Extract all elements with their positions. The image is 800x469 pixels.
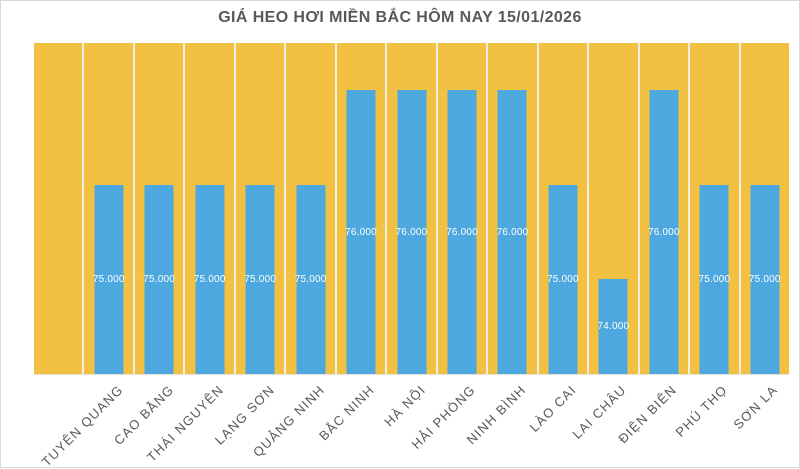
bar-value-label: 75.000	[193, 274, 226, 285]
x-axis-label: LÀO CAI	[526, 382, 580, 435]
bar: 75.000	[748, 185, 781, 374]
category-column: 74.000	[587, 43, 637, 374]
bar: 75.000	[547, 185, 579, 374]
x-axis-label: SƠN LA	[730, 382, 781, 433]
bar: 76.000	[496, 90, 529, 374]
bar: 74.000	[597, 279, 630, 374]
bar: 76.000	[395, 90, 428, 374]
category-column: 75.000	[536, 43, 587, 374]
category-column: 75.000	[82, 43, 132, 374]
bar: 76.000	[647, 90, 680, 374]
bar-value-label: 75.000	[698, 274, 731, 285]
category-column: 75.000	[688, 43, 738, 374]
x-axis: TUYÊN QUANG CAO BẰNG THÁI NGUYÊN LẠNG SƠN QU…	[1, 374, 800, 469]
bar: 76.000	[345, 90, 377, 374]
bar-value-label: 76.000	[446, 226, 478, 238]
category-column: 75.000	[738, 43, 789, 374]
category-column: 76.000	[334, 43, 385, 374]
category-column: 76.000	[486, 43, 536, 374]
bar: 75.000	[143, 185, 176, 374]
bar-value-label: 75.000	[92, 274, 125, 285]
bar: 75.000	[698, 185, 731, 374]
bar: 76.000	[446, 90, 478, 374]
bar-value-label: 75.000	[143, 274, 176, 285]
bar: 75.000	[244, 185, 277, 374]
chart-title: GIÁ HEO HƠI MIỀN BẮC HÔM NAY 15/01/2026	[218, 9, 582, 26]
category-column: 76.000	[637, 43, 688, 374]
category-column: 75.000	[132, 43, 183, 374]
bar-value-label: 76.000	[395, 226, 428, 238]
bar-value-label: 75.000	[294, 274, 327, 285]
x-axis-label: HÀ NỘI	[380, 382, 429, 430]
category-column	[34, 43, 82, 374]
category-column: 75.000	[183, 43, 233, 374]
bar-value-label: 76.000	[647, 226, 680, 238]
bar-value-label: 76.000	[345, 226, 377, 238]
x-axis-label: TUYÊN QUANG	[38, 382, 127, 469]
category-column: 76.000	[385, 43, 435, 374]
bar: 75.000	[92, 185, 125, 374]
bar-value-label: 75.000	[547, 274, 579, 285]
plot-area: 75.000 75.000 75.000 75.000 75.000 76.000 76.0…	[34, 43, 789, 375]
category-column: 76.000	[435, 43, 486, 374]
category-column: 75.000	[284, 43, 334, 374]
bar-value-label: 75.000	[244, 274, 277, 285]
bar-value-label: 76.000	[496, 226, 529, 238]
bar-value-label: 75.000	[748, 274, 781, 285]
bar: 75.000	[294, 185, 327, 374]
bar: 75.000	[193, 185, 226, 374]
x-axis-label: PHÚ THỌ	[672, 382, 731, 440]
category-column: 75.000	[233, 43, 284, 374]
bar-value-label: 74.000	[597, 321, 630, 332]
